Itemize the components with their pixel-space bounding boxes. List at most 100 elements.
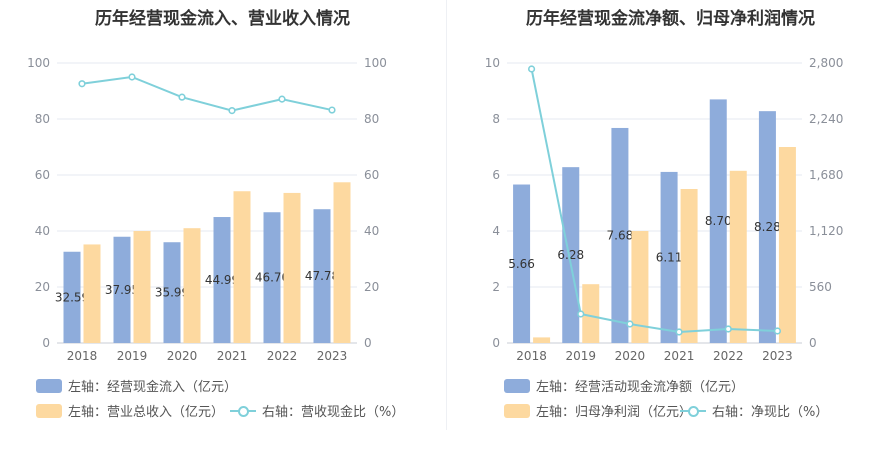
legend-item-series-2[interactable]: 左轴：营业总收入（亿元） [36,401,224,420]
legend-label: 左轴：经营活动现金流净额（亿元） [536,380,745,395]
legend-swatch-bar [504,403,530,418]
y-left-tick-label: 2 [492,280,500,294]
x-tick-label: 2020 [615,349,646,363]
x-tick-label: 2018 [67,349,98,363]
x-tick-label: 2022 [267,349,298,363]
bar-series-2 [631,231,649,343]
legend-swatch-bar [504,378,530,393]
legend-item-series-2[interactable]: 左轴：归母净利润（亿元） [504,401,692,420]
chart-panel-cash-inflow: 历年经营现金流入、营业收入情况 0 0 20 20 40 40 60 60 80 80 100 100… [0,0,445,430]
bar-series-1 [611,127,629,344]
x-tick-label: 2018 [516,349,547,363]
chart-panel-net-cash: 历年经营现金流净额、归母净利润情况 0 0 2 560 4 1,120 6 1,680 8 2,2… [448,0,893,430]
y-right-tick-label: 0 [809,336,817,350]
y-right-tick-label: 2,800 [809,56,843,70]
x-tick-label: 2019 [117,349,148,363]
bar-series-2 [233,191,251,343]
bar-data-label: 8.28 [754,220,781,234]
bar-series-1 [660,171,678,343]
line-point [78,80,86,88]
x-tick-label: 2020 [167,349,198,363]
bar-series-2 [680,189,698,343]
bar-data-label: 32.59 [55,290,89,304]
y-right-tick-label: 80 [364,112,379,126]
bar-series-2 [729,170,747,343]
bar-series-1 [63,251,81,343]
bar-series-1 [513,184,531,343]
y-right-tick-label: 20 [364,280,379,294]
y-left-tick-label: 4 [492,224,500,238]
y-left-tick-label: 60 [35,168,50,182]
line-point [773,327,782,335]
y-right-tick-label: 2,240 [809,112,843,126]
panel-divider [446,0,447,430]
line-point [675,328,683,336]
legend-item-series-1[interactable]: 左轴：经营活动现金流净额（亿元） [504,376,744,395]
y-left-tick-label: 20 [35,280,50,294]
legend-item-series-1[interactable]: 左轴：经营现金流入（亿元） [36,376,237,395]
y-right-tick-label: 60 [364,168,379,182]
line-point [178,93,186,101]
legend-label: 左轴：营业总收入（亿元） [68,405,225,420]
y-left-tick-label: 6 [492,168,500,182]
bar-series-1 [113,236,131,343]
bar-series-2 [778,147,796,343]
line-point [128,73,136,81]
bar-series-1 [263,212,281,343]
line-point [626,320,634,328]
line-point [527,65,536,73]
y-left-tick-label: 100 [27,56,50,70]
line-series-path [530,68,778,334]
legend-label: 左轴：经营现金流入（亿元） [68,380,238,395]
x-tick-label: 2023 [317,349,348,363]
chart-plot-area: 0 0 2 560 4 1,120 6 1,680 8 2,240 10 2,800 2018 2019 2… [485,56,844,363]
y-left-tick-label: 8 [492,112,500,126]
bar-series-2 [83,244,101,343]
x-tick-label: 2021 [664,349,695,363]
y-right-tick-label: 1,120 [809,224,843,238]
bar-data-label: 44.99 [205,273,239,287]
bar-data-label: 6.28 [557,248,584,262]
bar-series-2 [283,192,301,343]
bar-series-2 [133,231,151,343]
bar-data-label: 37.95 [105,283,139,297]
x-tick-label: 2023 [762,349,793,363]
y-right-tick-label: 0 [364,336,372,350]
line-point [724,325,732,333]
bar-data-label: 47.78 [305,269,339,283]
x-tick-label: 2022 [713,349,744,363]
bar-series-1 [213,217,231,343]
bar-data-label: 5.66 [508,257,535,271]
y-left-tick-label: 10 [485,56,500,70]
y-right-tick-label: 1,680 [809,168,843,182]
line-point [278,95,286,103]
y-right-tick-label: 100 [364,56,387,70]
y-left-tick-label: 40 [35,224,50,238]
y-left-tick-label: 80 [35,112,50,126]
legend-item-series-3[interactable]: 右轴：营收现金比（%） [230,401,404,420]
legend-swatch-bar [36,378,62,393]
bar-series-2 [582,284,600,343]
bar-series-1 [709,99,727,344]
legend-swatch-bar [36,403,62,418]
y-left-tick-label: 0 [42,336,50,350]
y-left-tick-label: 0 [492,336,500,350]
legend-label: 右轴：净现比（%） [712,405,829,420]
line-point [577,310,585,318]
legend-swatch-line [680,404,706,418]
x-tick-label: 2019 [565,349,596,363]
bar-series-2 [533,337,551,343]
legend-item-series-3[interactable]: 右轴：净现比（%） [680,401,828,420]
chart-title: 历年经营现金流净额、归母净利润情况 [526,9,815,29]
legend-swatch-line [230,404,256,418]
bar-series-1 [562,167,580,343]
bar-series-2 [333,182,351,343]
bar-data-label: 6.11 [656,250,683,264]
chart-title: 历年经营现金流入、营业收入情况 [95,9,350,29]
line-point [228,106,236,115]
bar-series-1 [313,209,331,343]
bar-data-label: 7.68 [607,228,634,242]
line-series-path [81,75,333,112]
legend-label: 右轴：营收现金比（%） [262,405,405,420]
